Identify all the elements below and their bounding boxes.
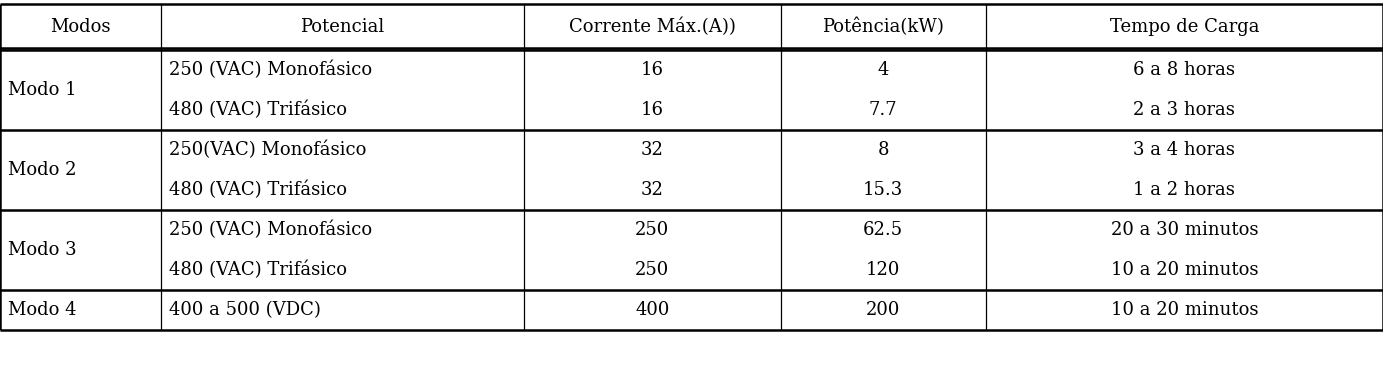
Text: 20 a 30 minutos: 20 a 30 minutos (1111, 221, 1259, 239)
Text: Modo 2: Modo 2 (8, 161, 76, 179)
Text: 250 (VAC) Monofásico: 250 (VAC) Monofásico (169, 221, 372, 239)
Text: 400 a 500 (VDC): 400 a 500 (VDC) (169, 301, 321, 319)
Text: Corrente Máx.(A)): Corrente Máx.(A)) (568, 18, 736, 36)
Text: Modo 1: Modo 1 (8, 81, 76, 99)
Text: 250 (VAC) Monofásico: 250 (VAC) Monofásico (169, 61, 372, 79)
Text: Tempo de Carga: Tempo de Carga (1109, 18, 1259, 36)
Text: 1 a 2 horas: 1 a 2 horas (1133, 181, 1235, 199)
Text: 120: 120 (866, 261, 900, 279)
Text: 10 a 20 minutos: 10 a 20 minutos (1111, 261, 1259, 279)
Text: Modos: Modos (50, 18, 111, 36)
Text: 480 (VAC) Trifásico: 480 (VAC) Trifásico (169, 261, 347, 279)
Text: 16: 16 (640, 101, 664, 119)
Text: 200: 200 (866, 301, 900, 319)
Text: 400: 400 (635, 301, 669, 319)
Text: Modo 3: Modo 3 (8, 241, 76, 259)
Text: 4: 4 (878, 61, 889, 79)
Text: 62.5: 62.5 (863, 221, 903, 239)
Text: 16: 16 (640, 61, 664, 79)
Text: 8: 8 (877, 141, 889, 159)
Text: 15.3: 15.3 (863, 181, 903, 199)
Text: Potência(kW): Potência(kW) (823, 18, 945, 36)
Text: 6 a 8 horas: 6 a 8 horas (1133, 61, 1235, 79)
Text: 250: 250 (635, 221, 669, 239)
Text: 32: 32 (640, 181, 664, 199)
Text: 480 (VAC) Trifásico: 480 (VAC) Trifásico (169, 181, 347, 199)
Text: 250: 250 (635, 261, 669, 279)
Text: 480 (VAC) Trifásico: 480 (VAC) Trifásico (169, 101, 347, 119)
Text: 10 a 20 minutos: 10 a 20 minutos (1111, 301, 1259, 319)
Text: 250(VAC) Monofásico: 250(VAC) Monofásico (169, 141, 366, 159)
Text: 2 a 3 horas: 2 a 3 horas (1133, 101, 1235, 119)
Text: 3 a 4 horas: 3 a 4 horas (1133, 141, 1235, 159)
Text: 7.7: 7.7 (869, 101, 898, 119)
Text: Potencial: Potencial (300, 18, 384, 36)
Text: 32: 32 (640, 141, 664, 159)
Text: Modo 4: Modo 4 (8, 301, 76, 319)
